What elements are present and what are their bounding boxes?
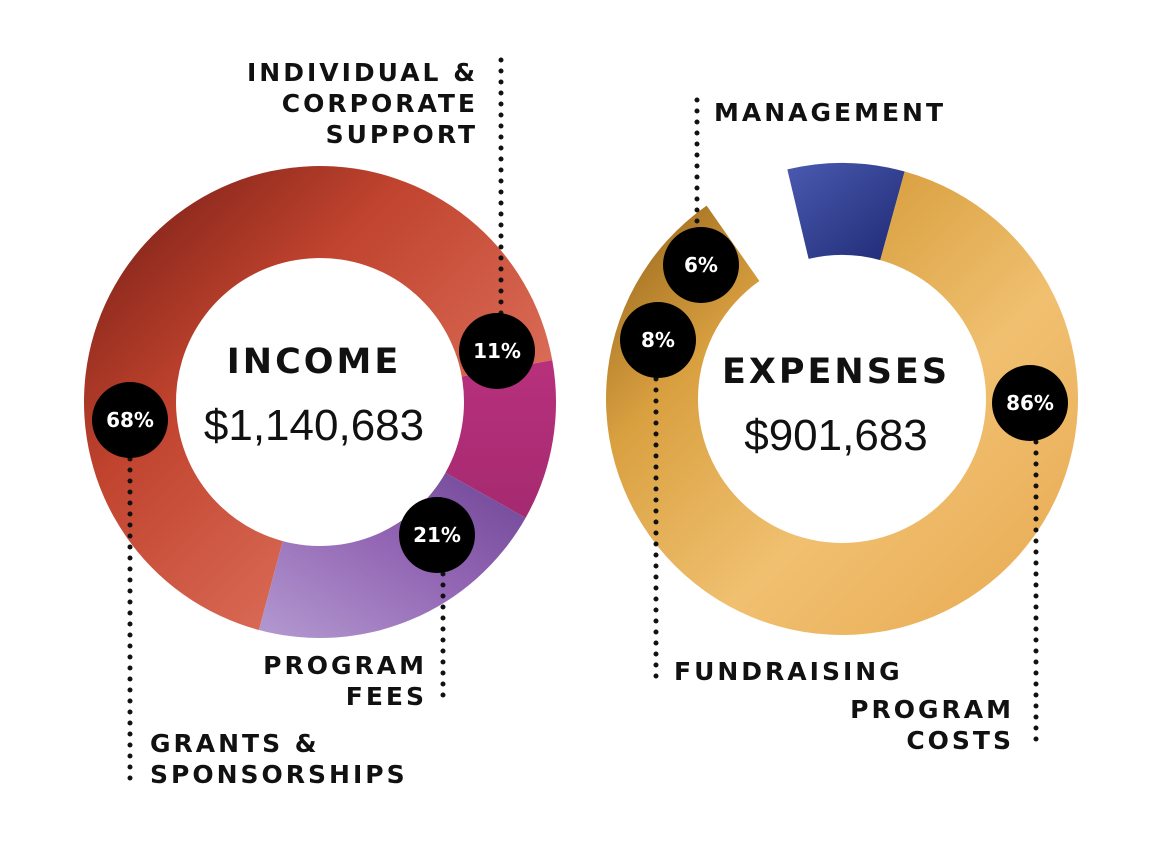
- fundraising-percent: 8%: [641, 328, 675, 352]
- program-fees-slice: [258, 472, 526, 638]
- expenses-title: EXPENSES: [722, 352, 950, 392]
- grants-sponsorships-percent: 68%: [106, 408, 154, 432]
- fundraising-label: FUNDRAISING: [674, 657, 903, 686]
- program-fees-badge: [399, 497, 475, 573]
- individual-corporate-support-percent: 11%: [473, 339, 521, 363]
- income-total: $1,140,683: [204, 401, 424, 450]
- fundraising-slice: [787, 162, 905, 261]
- fundraising-badge: [620, 302, 696, 378]
- program-costs-percent: 86%: [1006, 391, 1054, 415]
- management-label: MANAGEMENT: [714, 98, 946, 127]
- program-costs-label: PROGRAM COSTS: [850, 695, 1014, 755]
- income-title: INCOME: [227, 342, 402, 382]
- management-badge: [663, 227, 739, 303]
- management-percent: 6%: [684, 253, 718, 277]
- grants-sponsorships-badge: [92, 382, 168, 458]
- individual-corporate-support-slice: [445, 360, 556, 518]
- program-fees-percent: 21%: [413, 523, 461, 547]
- grants-sponsorships-label: GRANTS & SPONSORSHIPS: [150, 729, 408, 789]
- expenses-total: $901,683: [744, 411, 928, 460]
- program-fees-label: PROGRAM FEES: [263, 651, 427, 711]
- individual-corporate-support-badge: [459, 313, 535, 389]
- management-slice: [706, 169, 809, 282]
- grants-sponsorships-slice: [83, 165, 553, 630]
- program-costs-badge: [992, 365, 1068, 441]
- individual-corporate-support-label: INDIVIDUAL & CORPORATE SUPPORT: [247, 58, 478, 149]
